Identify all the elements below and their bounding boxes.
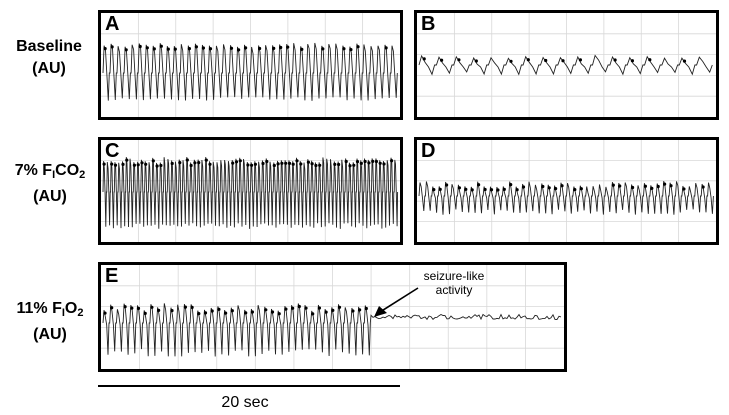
baseline-unit: (AU) — [32, 60, 66, 77]
panel-b: B — [414, 10, 719, 120]
baseline-label: Baseline — [16, 38, 82, 55]
annotation-line1: seizure-like — [423, 269, 485, 283]
fio2-label: 11% FIO2 — [16, 300, 84, 319]
panel-letter-a: A — [105, 13, 120, 35]
panel-letter-e: E — [105, 265, 119, 287]
panel-d: D — [414, 137, 719, 245]
panel-a: A — [98, 10, 403, 120]
scale-bar — [98, 385, 400, 387]
panel-c: C — [98, 137, 403, 245]
trace-c — [101, 140, 400, 242]
panel-letter-c: C — [105, 140, 120, 162]
row-label-fico2: 7% FICO2 (AU) — [0, 160, 100, 208]
annotation-line2: activity — [435, 283, 473, 297]
panel-letter-d: D — [421, 140, 436, 162]
trace-d — [417, 140, 716, 242]
panel-e: E — [98, 262, 567, 372]
row-label-fio2: 11% FIO2 (AU) — [0, 298, 100, 346]
scale-bar-label: 20 sec — [221, 394, 269, 411]
row-label-baseline: Baseline (AU) — [4, 36, 94, 80]
trace-b — [417, 13, 716, 117]
fico2-label: 7% FICO2 — [14, 162, 86, 181]
fio2-unit: (AU) — [33, 326, 67, 343]
trace-a — [101, 13, 400, 117]
fico2-unit: (AU) — [33, 188, 67, 205]
trace-e — [101, 265, 564, 369]
panel-letter-b: B — [421, 13, 436, 35]
annotation-arrow — [374, 287, 419, 317]
seizure-annotation: seizure-like activity — [404, 269, 504, 297]
